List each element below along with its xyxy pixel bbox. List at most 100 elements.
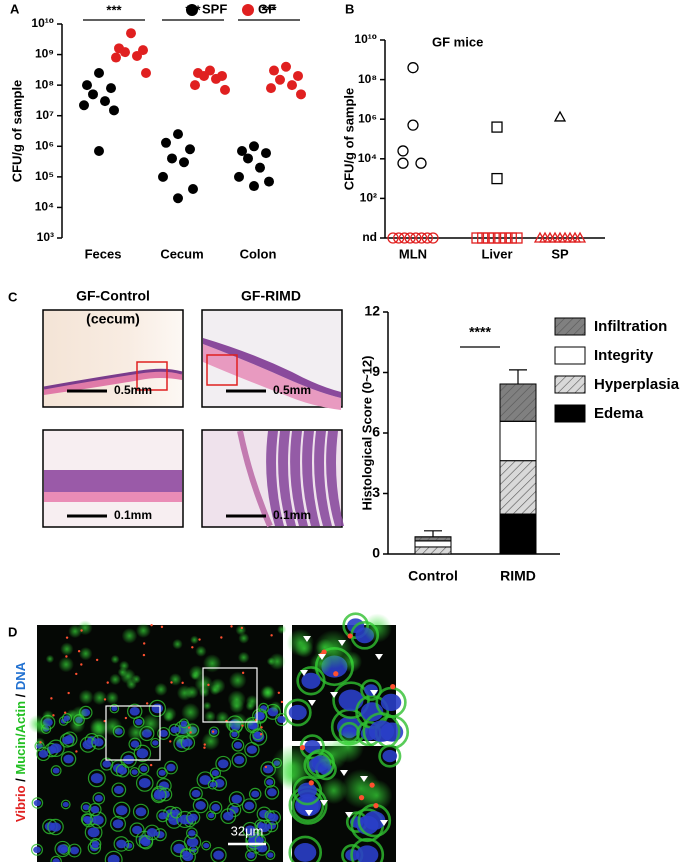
- vibrio: [80, 663, 83, 666]
- x-tick-label: Colon: [240, 246, 277, 261]
- mucin: [140, 713, 161, 734]
- membrane: [104, 850, 123, 862]
- mucin: [58, 656, 74, 673]
- image-title: GF-Control: [76, 288, 150, 304]
- nucleus: [33, 799, 42, 807]
- nucleus: [195, 801, 206, 810]
- mucin: [195, 645, 207, 657]
- mucin: [190, 635, 199, 645]
- membrane: [144, 824, 160, 841]
- legend-swatch: [186, 4, 198, 16]
- nucleus: [93, 738, 104, 747]
- nucleus: [138, 777, 151, 788]
- x-tick-label: RIMD: [500, 568, 536, 584]
- membrane: [47, 739, 65, 758]
- membrane: [252, 708, 268, 724]
- nucleus: [153, 790, 164, 800]
- mucin: [110, 654, 120, 664]
- mucin: [103, 717, 123, 736]
- mucin: [245, 701, 255, 711]
- legend-label: Edema: [594, 405, 644, 422]
- nucleus: [33, 846, 41, 854]
- membrane: [244, 849, 257, 862]
- membrane: [283, 698, 312, 727]
- vibrio: [150, 623, 153, 627]
- vibrio: [321, 649, 327, 655]
- nucleus: [266, 779, 274, 786]
- data-point: [264, 176, 274, 187]
- nucleus: [94, 794, 103, 802]
- data-point: [158, 171, 168, 182]
- mucin: [109, 673, 122, 686]
- stain-label: Mucin/Actin: [13, 701, 28, 775]
- nucleus: [141, 838, 151, 847]
- vibrio: [230, 625, 233, 628]
- vibrio: [241, 724, 244, 727]
- mucin: [237, 651, 250, 664]
- mucin: [42, 710, 54, 722]
- x-tick-label: MLN: [399, 246, 427, 261]
- mucin: [120, 668, 136, 685]
- significance-label: ***: [185, 2, 201, 17]
- image-title: GF-RIMD: [241, 288, 301, 304]
- mucin: [235, 624, 247, 636]
- separator: /: [13, 690, 28, 701]
- arrowhead: [330, 692, 338, 698]
- data-point: [415, 232, 428, 244]
- data-point: [190, 80, 200, 91]
- panel-label: C: [8, 289, 18, 304]
- membrane: [186, 827, 198, 839]
- mucin: [68, 624, 82, 639]
- mucin: [268, 653, 286, 670]
- membrane: [252, 728, 264, 741]
- mucin: [210, 678, 226, 694]
- tissue: [44, 370, 182, 395]
- panel-label: D: [8, 624, 17, 639]
- chart-title: GF mice: [432, 34, 483, 49]
- membrane: [47, 818, 64, 836]
- membrane: [264, 785, 280, 800]
- membrane: [133, 744, 152, 763]
- membrane: [228, 791, 245, 808]
- vibrio: [95, 658, 99, 662]
- vibrio: [191, 646, 194, 649]
- vibrio: [189, 731, 192, 734]
- error-bar: [424, 530, 442, 537]
- data-point: [488, 232, 500, 244]
- x-tick-label: Liver: [481, 246, 512, 261]
- arrowhead: [338, 640, 346, 646]
- nucleus: [179, 814, 191, 825]
- nucleus: [131, 769, 138, 775]
- data-point: [397, 145, 409, 157]
- vibrio: [75, 672, 78, 676]
- mucin: [320, 777, 348, 805]
- membrane: [210, 846, 227, 862]
- significance-label: ****: [469, 324, 491, 340]
- membrane: [138, 763, 150, 775]
- membrane: [207, 779, 218, 790]
- nucleus: [188, 813, 198, 822]
- vibrio: [52, 714, 55, 717]
- nucleus: [301, 672, 321, 689]
- membrane: [157, 726, 171, 740]
- legend-swatch: [554, 404, 586, 423]
- stain-label: DNA: [13, 661, 28, 690]
- data-point: [185, 144, 195, 155]
- y-tick-label: 10¹⁰: [31, 16, 54, 30]
- data-point: [397, 157, 409, 169]
- vibrio: [299, 744, 306, 751]
- nucleus: [267, 852, 274, 858]
- tissue: [44, 470, 182, 492]
- membrane: [135, 774, 154, 792]
- nucleus: [115, 805, 128, 816]
- mucin: [185, 685, 199, 699]
- data-point: [237, 146, 247, 157]
- mucin: [169, 673, 182, 686]
- data-point: [106, 83, 116, 94]
- legend-hatch: [554, 375, 586, 394]
- bar-segment: [499, 513, 537, 555]
- membrane: [60, 799, 71, 810]
- nucleus: [203, 842, 210, 849]
- nucleus: [259, 823, 270, 833]
- y-tick-label: 10⁵: [35, 169, 54, 183]
